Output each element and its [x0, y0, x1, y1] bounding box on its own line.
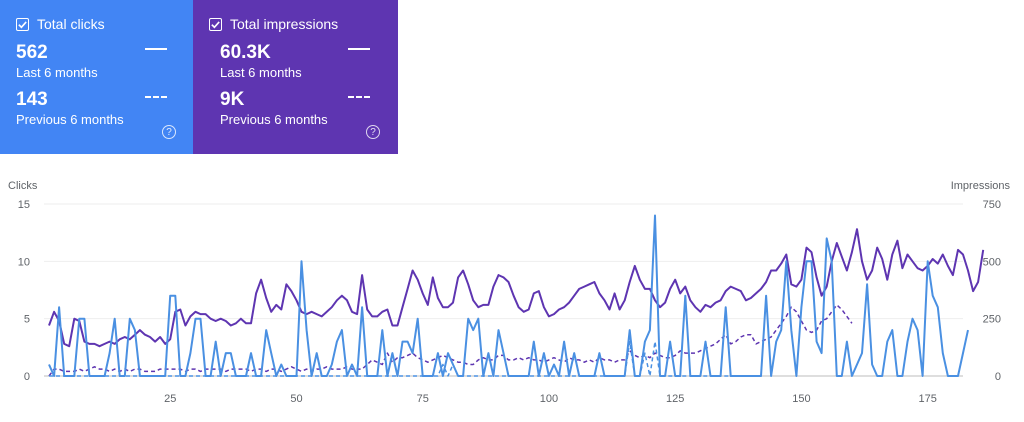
total-clicks-card[interactable]: Total clicks 562 Last 6 months 143 Previ… [0, 0, 193, 154]
total-impressions-title: Total impressions [230, 16, 339, 32]
right-tick-label: 0 [995, 371, 1001, 383]
clicks-previous-metric: 143 Previous 6 months [16, 89, 124, 128]
dashed-line-legend-icon [348, 96, 370, 98]
solid-line-legend-icon [145, 48, 167, 50]
clicks-previous-value: 143 [16, 89, 48, 110]
right-tick-label: 750 [983, 199, 1001, 211]
x-tick-label: 75 [417, 393, 429, 405]
x-tick-label: 175 [918, 393, 936, 405]
impressions-current-label: Last 6 months [220, 65, 302, 80]
x-tick-label: 125 [666, 393, 684, 405]
right-tick-label: 500 [983, 256, 1001, 268]
x-tick-label: 100 [540, 393, 558, 405]
solid-line-legend-icon [348, 48, 370, 50]
x-tick-label: 50 [290, 393, 302, 405]
series-line-impressions-previous-6-months [48, 304, 853, 377]
left-tick-label: 5 [24, 314, 30, 326]
left-tick-label: 15 [18, 199, 30, 211]
clicks-current-value: 562 [16, 42, 48, 63]
x-tick-label: 150 [792, 393, 810, 405]
impressions-current-metric: 60.3K Last 6 months [220, 42, 302, 81]
right-tick-label: 250 [983, 314, 1001, 326]
right-axis-title: Impressions [950, 180, 1010, 192]
total-clicks-title: Total clicks [37, 16, 105, 32]
impressions-previous-metric: 9K Previous 6 months [220, 89, 328, 128]
check-icon [211, 20, 220, 28]
series-line-impressions-last-6-months [48, 228, 985, 348]
left-axis-title: Clicks [8, 180, 38, 192]
left-tick-label: 0 [24, 371, 30, 383]
total-clicks-checkbox[interactable] [16, 17, 29, 31]
clicks-previous-label: Previous 6 months [16, 112, 124, 127]
left-tick-label: 10 [18, 256, 30, 268]
total-impressions-checkbox[interactable] [209, 17, 222, 31]
impressions-previous-value: 9K [220, 89, 245, 110]
total-impressions-card[interactable]: Total impressions 60.3K Last 6 months 9K… [193, 0, 398, 154]
x-tick-label: 25 [164, 393, 176, 405]
dashed-line-legend-icon [145, 96, 167, 98]
impressions-previous-label: Previous 6 months [220, 112, 328, 127]
check-icon [18, 20, 27, 28]
total-impressions-header[interactable]: Total impressions [209, 16, 338, 32]
total-clicks-header[interactable]: Total clicks [16, 16, 105, 32]
clicks-current-metric: 562 Last 6 months [16, 42, 98, 81]
series-line-clicks-last-6-months [48, 214, 969, 377]
help-icon[interactable]: ? [162, 125, 176, 139]
impressions-current-value: 60.3K [220, 42, 271, 63]
clicks-current-label: Last 6 months [16, 65, 98, 80]
series-line-clicks-previous-6-months [49, 340, 751, 377]
help-icon[interactable]: ? [366, 125, 380, 139]
